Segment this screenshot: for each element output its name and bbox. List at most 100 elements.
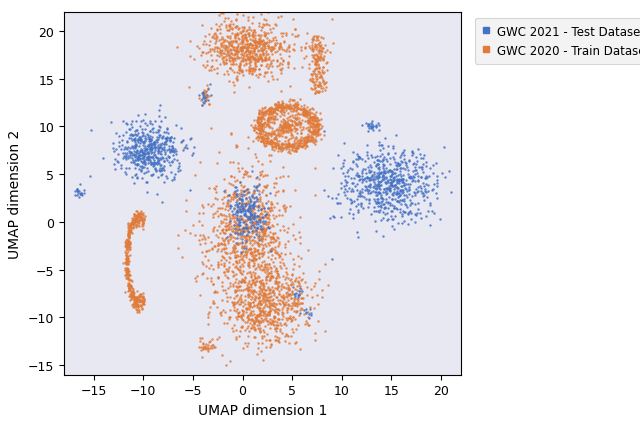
Point (291, 290, 301, 297)
Point (130, 144, 140, 151)
Point (280, 134, 291, 141)
Point (122, 138, 132, 145)
Point (268, 52, 278, 59)
Point (251, 43, 261, 49)
Point (308, 127, 319, 134)
Point (355, 193, 365, 200)
Point (76, 190, 86, 197)
Point (378, 162, 388, 169)
Point (271, 127, 281, 134)
Point (301, 139, 312, 146)
Point (262, 137, 272, 144)
Point (130, 138, 140, 144)
Point (169, 156, 179, 163)
Point (276, 145, 286, 152)
Point (298, 141, 308, 148)
Point (245, 215, 255, 222)
Point (230, 142, 241, 149)
Point (333, 152, 343, 159)
Point (398, 149, 408, 156)
Point (220, 187, 230, 194)
Point (160, 151, 170, 158)
Point (317, 45, 327, 52)
Point (236, 287, 246, 294)
Point (381, 165, 392, 172)
Point (257, 109, 268, 116)
Point (353, 207, 363, 214)
Point (264, 109, 274, 115)
Point (222, 250, 232, 257)
Point (231, 299, 241, 306)
Point (287, 119, 298, 126)
Point (229, 70, 239, 77)
Point (195, 292, 205, 299)
Point (243, 216, 253, 222)
Point (263, 291, 273, 298)
Point (236, 59, 246, 66)
Point (246, 33, 257, 40)
Point (130, 218, 140, 225)
Point (310, 137, 320, 144)
Point (307, 55, 317, 61)
Point (355, 173, 365, 180)
Point (135, 157, 145, 164)
Point (228, 222, 239, 229)
Point (232, 56, 242, 63)
Point (376, 182, 386, 189)
Point (236, 324, 246, 331)
Point (255, 194, 266, 201)
Point (277, 133, 287, 140)
Point (374, 190, 385, 197)
Point (253, 234, 264, 241)
Point (284, 104, 294, 110)
Point (388, 192, 399, 199)
Point (371, 123, 381, 130)
Point (432, 180, 442, 187)
Point (134, 137, 144, 144)
Point (253, 66, 264, 73)
Point (232, 313, 243, 320)
Point (194, 92, 204, 99)
Point (281, 31, 291, 37)
Point (254, 319, 264, 326)
Point (241, 196, 251, 203)
Point (289, 125, 300, 132)
Point (255, 122, 266, 129)
Point (232, 316, 243, 323)
Point (388, 176, 399, 182)
Point (264, 337, 274, 344)
Point (374, 167, 384, 173)
Point (258, 111, 268, 118)
Point (294, 141, 304, 148)
Point (221, 268, 232, 275)
Point (285, 113, 295, 120)
Point (72, 189, 83, 196)
Point (383, 177, 393, 184)
Point (159, 147, 169, 153)
Point (239, 54, 249, 60)
Point (302, 112, 312, 119)
Point (212, 196, 222, 203)
Point (273, 306, 284, 313)
Point (194, 344, 204, 351)
Point (159, 158, 169, 165)
Point (136, 217, 146, 224)
Point (118, 259, 128, 266)
Point (141, 136, 151, 143)
Point (287, 300, 297, 307)
Point (266, 275, 276, 282)
Point (239, 205, 249, 212)
Point (155, 103, 165, 109)
Point (246, 59, 257, 66)
Point (314, 89, 324, 96)
Point (227, 212, 237, 219)
Point (254, 311, 264, 317)
Point (268, 234, 278, 241)
Point (362, 187, 372, 194)
Point (250, 282, 260, 289)
Point (116, 162, 126, 169)
Point (373, 178, 383, 185)
Point (296, 127, 307, 134)
Point (278, 130, 288, 137)
Point (304, 139, 314, 146)
